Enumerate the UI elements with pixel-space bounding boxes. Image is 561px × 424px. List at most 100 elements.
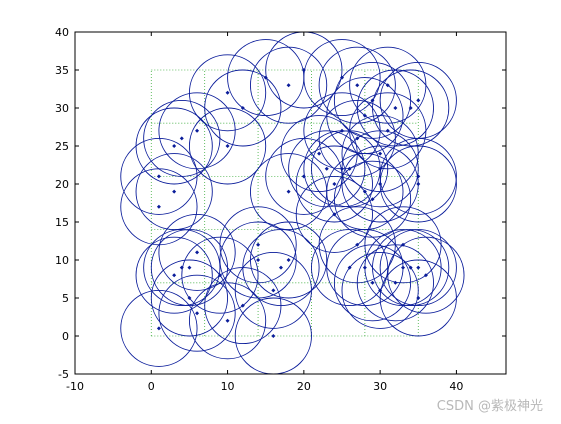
coverage-circle (143, 229, 221, 307)
data-point (301, 68, 306, 72)
data-point (355, 136, 360, 141)
data-point (385, 128, 390, 133)
data-point (362, 113, 367, 118)
data-point (339, 75, 344, 80)
sensor-points (156, 68, 428, 338)
data-point (156, 204, 161, 209)
coverage-circle (204, 69, 282, 147)
data-point (271, 334, 276, 338)
data-point (423, 273, 428, 278)
coverage-circle (250, 46, 328, 124)
data-point (172, 144, 177, 148)
coverage-circle (303, 39, 381, 117)
coverage-circle (379, 137, 457, 215)
data-point (179, 265, 184, 270)
data-point (286, 83, 291, 88)
data-point (416, 182, 421, 186)
coverage-circle (295, 175, 373, 253)
coverage-circle (379, 259, 457, 337)
y-tick-label: 15 (55, 216, 69, 229)
data-point (370, 197, 375, 202)
coverage-circle (379, 229, 457, 307)
data-point (195, 311, 200, 316)
coverage-circle (372, 69, 450, 147)
data-point (370, 280, 375, 285)
data-point (179, 136, 184, 141)
coverage-circle (318, 99, 396, 177)
coverage-circles (120, 31, 465, 375)
y-tick-label: 30 (55, 102, 69, 115)
y-tick-label: 20 (55, 178, 69, 191)
coverage-circle (372, 229, 450, 307)
data-point (378, 151, 383, 156)
data-point (378, 182, 383, 186)
coverage-circle (242, 229, 320, 307)
data-point (401, 265, 406, 270)
data-point (393, 106, 398, 110)
coverage-circle (250, 221, 328, 299)
data-point (416, 296, 421, 300)
data-point (225, 144, 230, 148)
data-point (156, 326, 161, 331)
data-point (362, 189, 367, 194)
data-point (172, 273, 177, 278)
data-point (416, 174, 421, 179)
coverage-circle (341, 251, 419, 329)
data-point (271, 288, 276, 293)
coverage-circle (288, 130, 366, 208)
data-point (416, 98, 421, 103)
y-tick-label: 40 (55, 26, 69, 39)
data-point (324, 166, 329, 171)
data-point (408, 106, 413, 110)
data-point (278, 265, 283, 270)
y-tick-label: 35 (55, 64, 69, 77)
data-point (401, 242, 406, 247)
data-point (187, 296, 192, 300)
x-tick-label: 10 (221, 380, 235, 393)
y-tick-label: 25 (55, 140, 69, 153)
data-point (263, 75, 268, 80)
data-point (156, 174, 161, 179)
x-tick-label: 20 (297, 380, 311, 393)
coverage-circle (135, 153, 213, 231)
data-point (172, 189, 177, 194)
data-point (393, 280, 398, 285)
x-tick-label: -10 (66, 380, 84, 393)
data-point (408, 265, 413, 270)
data-point (355, 83, 360, 88)
y-tick-label: -5 (58, 368, 69, 381)
coverage-circle (181, 236, 259, 314)
coverage-circle (318, 206, 396, 284)
data-point (378, 288, 383, 293)
data-point (378, 166, 383, 171)
data-point (317, 151, 322, 156)
data-point (332, 182, 337, 186)
data-point (225, 90, 230, 95)
data-point (301, 174, 306, 179)
coverage-circle (150, 259, 229, 337)
data-point (256, 258, 261, 262)
data-point (195, 250, 200, 255)
data-point (370, 98, 375, 103)
coverage-circle (135, 236, 213, 314)
data-point (385, 83, 390, 88)
data-point (362, 265, 367, 270)
data-point (347, 265, 352, 270)
data-point (355, 242, 360, 247)
axes-box (74, 31, 507, 375)
coverage-circle (188, 107, 267, 185)
data-point (332, 212, 337, 217)
axis-ticks: -10 0 10 20 30 40 -5 0 5 10 15 20 25 30 35 40 (55, 26, 506, 393)
data-point (347, 166, 352, 171)
coverage-circle (158, 274, 236, 352)
data-point (187, 265, 192, 270)
data-point (416, 265, 421, 270)
coverage-circle (295, 145, 373, 223)
data-point (286, 189, 291, 194)
coverage-circle (349, 92, 427, 170)
watermark: CSDN @紫极神光 (436, 399, 543, 414)
x-tick-label: 30 (373, 380, 387, 393)
data-point (240, 303, 245, 308)
